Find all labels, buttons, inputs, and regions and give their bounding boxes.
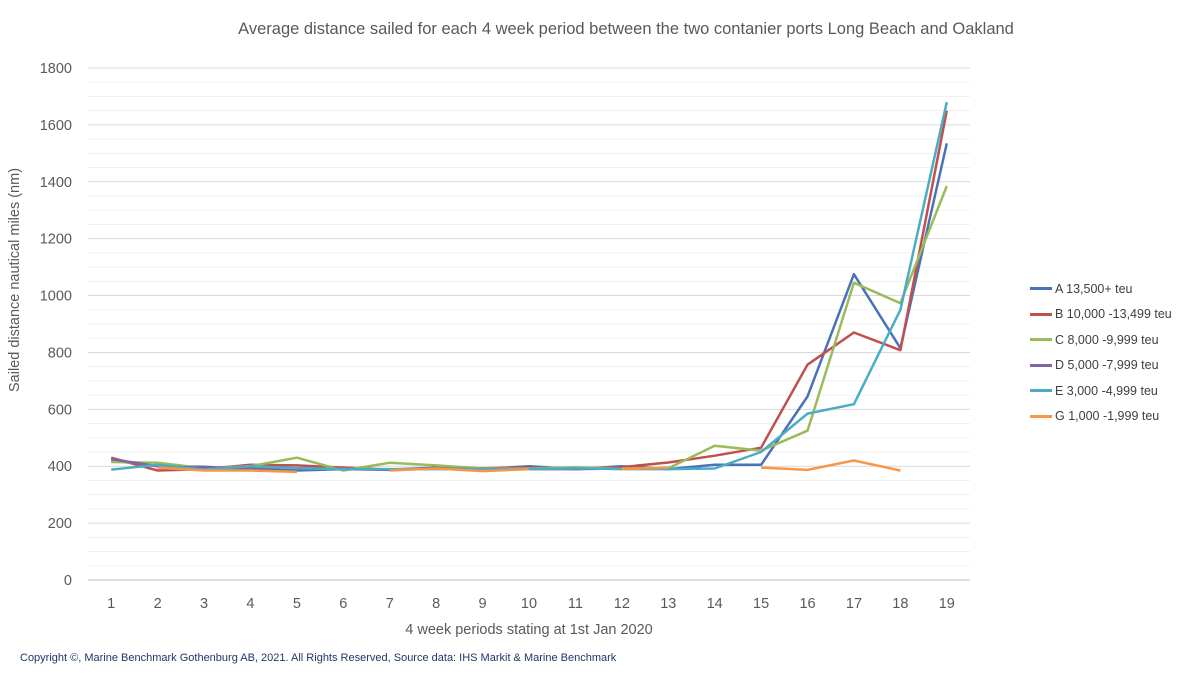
x-tick-label: 7 (386, 596, 394, 612)
x-tick-label: 11 (568, 596, 583, 612)
legend-swatch (1030, 414, 1052, 418)
legend-label: C 8,000 -9,999 teu (1055, 332, 1159, 347)
legend-item: E 3,000 -4,999 teu (1030, 378, 1172, 404)
legend-item: G 1,000 -1,999 teu (1030, 404, 1172, 430)
legend-label: B 10,000 -13,499 teu (1055, 307, 1172, 322)
x-tick-label: 1 (107, 596, 115, 612)
legend-item: C 8,000 -9,999 teu (1030, 327, 1172, 353)
x-tick-label: 2 (154, 596, 162, 612)
legend-swatch (1030, 389, 1052, 393)
x-tick-label: 4 (246, 596, 254, 612)
x-tick-label: 19 (939, 596, 955, 612)
y-tick-label: 0 (64, 573, 72, 589)
y-tick-label: 400 (48, 459, 72, 475)
series-lines (110, 101, 949, 474)
legend-swatch (1030, 363, 1052, 367)
legend-swatch (1030, 287, 1052, 291)
x-tick-label: 5 (293, 596, 301, 612)
y-tick-label: 200 (48, 516, 72, 532)
x-axis-label: 4 week periods stating at 1st Jan 2020 (405, 622, 652, 638)
chart-title: Average distance sailed for each 4 week … (238, 20, 1014, 38)
series-line-6 (157, 459, 901, 474)
legend-label: G 1,000 -1,999 teu (1055, 409, 1160, 424)
y-axis-ticks: 0 200 400 600 800 1000 1200 1400 1600 1800 (40, 61, 72, 589)
x-tick-label: 12 (614, 596, 630, 612)
legend-item: D 5,000 -7,999 teu (1030, 353, 1172, 379)
x-tick-label: 6 (339, 596, 347, 612)
gridlines (88, 67, 970, 581)
x-tick-label: 16 (799, 596, 815, 612)
series-line-3 (111, 185, 948, 472)
y-axis-label: Sailed distance nautical miles (nm) (7, 168, 23, 392)
y-tick-label: 1200 (40, 232, 72, 248)
y-tick-label: 1400 (40, 175, 72, 191)
y-tick-label: 600 (48, 402, 72, 418)
y-tick-label: 1800 (40, 61, 72, 77)
legend-swatch (1030, 312, 1052, 316)
x-tick-label: 15 (753, 596, 769, 612)
legend-label: E 3,000 -4,999 teu (1055, 383, 1158, 398)
x-tick-label: 8 (432, 596, 440, 612)
series-line-2 (110, 110, 949, 472)
legend-label: D 5,000 -7,999 teu (1055, 358, 1159, 373)
legend-item: A 13,500+ teu (1030, 276, 1172, 302)
x-tick-label: 3 (200, 596, 208, 612)
x-tick-label: 10 (521, 596, 537, 612)
y-tick-label: 1600 (40, 118, 72, 134)
legend-swatch (1030, 338, 1052, 342)
series-line-1 (111, 143, 949, 472)
legend: A 13,500+ teu B 10,000 -13,499 teu C 8,000… (1030, 276, 1172, 429)
x-tick-label: 13 (660, 596, 676, 612)
x-tick-label: 9 (479, 596, 487, 612)
x-tick-label: 18 (892, 596, 908, 612)
y-tick-label: 1000 (40, 289, 72, 305)
legend-item: B 10,000 -13,499 teu (1030, 302, 1172, 328)
legend-label: A 13,500+ teu (1055, 281, 1133, 296)
x-tick-label: 14 (707, 596, 723, 612)
y-tick-label: 800 (48, 345, 72, 361)
x-axis-ticks: 1 2 3 4 5 6 7 8 9 10 11 12 13 14 15 16 17 18 19 (107, 596, 955, 612)
copyright-notice: Copyright ©, Marine Benchmark Gothenburg… (20, 652, 617, 664)
series-line-5 (111, 101, 949, 471)
x-tick-label: 17 (846, 596, 862, 612)
